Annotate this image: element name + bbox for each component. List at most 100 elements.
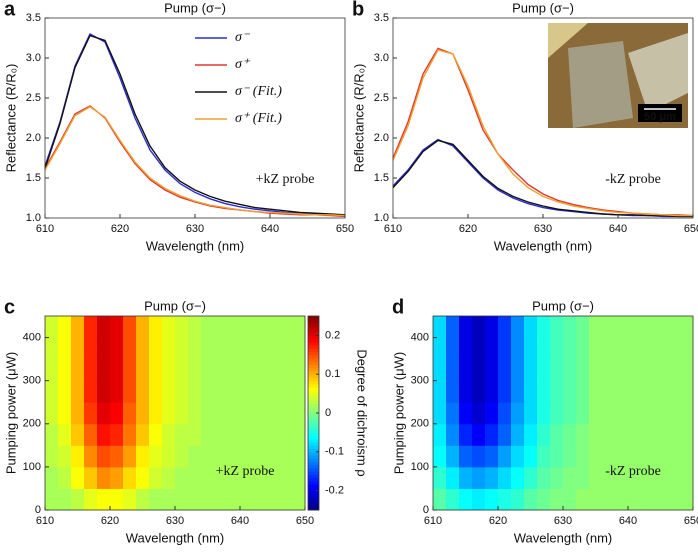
heatmap-cell	[641, 466, 655, 489]
heatmap-cell	[446, 445, 460, 468]
x-tick-label: 620	[101, 515, 119, 527]
heatmap-cell	[97, 466, 111, 489]
heatmap-cell	[279, 402, 293, 425]
heatmap-cell	[266, 445, 280, 468]
colorbar-segment	[308, 451, 319, 456]
heatmap-cell	[45, 402, 59, 425]
colorbar-segment	[308, 345, 319, 349]
heatmap-cell	[485, 488, 499, 511]
heatmap-cell	[446, 337, 460, 360]
heatmap-cell	[472, 423, 486, 446]
colorbar-label: Degree of dichroism ρ	[355, 349, 370, 476]
heatmap-cell	[266, 359, 280, 382]
heatmap-cell	[71, 316, 85, 339]
heatmap-cell	[201, 380, 215, 403]
heatmap-cell	[136, 380, 150, 403]
heatmap-cell	[576, 337, 590, 360]
heatmap-cell	[589, 445, 603, 468]
y-tick-label: 0	[35, 504, 41, 516]
heatmap-cell	[433, 466, 447, 489]
colorbar-segment	[308, 493, 319, 498]
heatmap-cell	[433, 488, 447, 511]
line-series	[44, 105, 346, 218]
heatmap-cell	[45, 488, 59, 511]
heatmap-cell	[227, 402, 241, 425]
colorbar-segment	[308, 380, 319, 385]
y-axis-label: Reflectance (R/R₀)	[3, 64, 18, 173]
heatmap-cell	[84, 359, 98, 382]
colorbar-segment	[308, 445, 319, 450]
heatmap-cell	[511, 380, 525, 403]
heatmap-cell	[615, 423, 629, 446]
colorbar-segment	[308, 396, 319, 401]
colorbar-segment	[308, 403, 319, 408]
heatmap-cell	[45, 445, 59, 468]
colorbar-segment	[308, 487, 319, 492]
colorbar-segment	[308, 393, 319, 398]
x-tick-label: 630	[166, 515, 184, 527]
heatmap-cell	[680, 337, 694, 360]
y-tick-label: 100	[411, 461, 429, 473]
heatmap-cell	[240, 402, 254, 425]
heatmap-cell	[576, 316, 590, 339]
heatmap-cell	[680, 359, 694, 382]
heatmap-cell	[667, 423, 681, 446]
heatmap-cell	[667, 380, 681, 403]
y-axis-label: Reflectance (R/R₀)	[351, 64, 366, 173]
heatmap-cell	[97, 380, 111, 403]
heatmap-cell	[550, 359, 564, 382]
heatmap-cell	[266, 423, 280, 446]
heatmap-cell	[680, 402, 694, 425]
y-tick-label: 1.0	[26, 212, 41, 224]
colorbar-segment	[308, 358, 319, 362]
heatmap-cell	[628, 423, 642, 446]
heatmap-cell	[459, 402, 473, 425]
heatmap-cell	[201, 423, 215, 446]
heatmap-cell	[459, 316, 473, 339]
heatmap-cell	[149, 337, 163, 360]
heatmap-cell	[240, 488, 254, 511]
heatmap-cell	[550, 402, 564, 425]
heatmap-cell	[84, 402, 98, 425]
heatmap-cell	[266, 380, 280, 403]
heatmap-cell	[576, 380, 590, 403]
heatmap-cell	[524, 423, 538, 446]
heatmap-cell	[641, 316, 655, 339]
heatmap-cell	[459, 380, 473, 403]
heatmap-cell	[279, 488, 293, 511]
heatmap-cell	[110, 488, 124, 511]
heatmap-cell	[162, 402, 176, 425]
y-tick-label: 1.5	[374, 172, 389, 184]
y-tick-label: 300	[411, 375, 429, 387]
y-tick-label: 3.0	[26, 52, 41, 64]
colorbar-segment	[308, 387, 319, 391]
colorbar-segment	[308, 325, 319, 330]
x-axis-label: Wavelength (nm)	[494, 238, 593, 253]
heatmap-cell	[433, 423, 447, 446]
heatmap-cell	[576, 359, 590, 382]
heatmap-cell	[589, 316, 603, 339]
heatmap-cell	[550, 380, 564, 403]
heatmap-cell	[149, 402, 163, 425]
heatmap-cell	[446, 466, 460, 489]
heatmap-cell	[524, 316, 538, 339]
y-tick-label: 3.5	[26, 12, 41, 24]
inset-photo: 50 μm	[548, 23, 688, 128]
heatmap-cell	[279, 445, 293, 468]
heatmap-cell	[654, 359, 668, 382]
y-tick-label: 400	[23, 331, 41, 343]
heatmap-cell	[524, 488, 538, 511]
heatmap-cell	[680, 445, 694, 468]
heatmap-cell	[576, 488, 590, 511]
colorbar-segment	[308, 390, 319, 395]
heatmap-cell	[123, 402, 137, 425]
heatmap-cell	[524, 359, 538, 382]
heatmap-cell	[485, 445, 499, 468]
heatmap-cell	[149, 359, 163, 382]
colorbar-segment	[308, 425, 319, 430]
heatmap-cell	[175, 337, 189, 360]
heatmap-cell	[602, 359, 616, 382]
heatmap-cell	[498, 423, 512, 446]
colorbar-segment	[308, 467, 319, 472]
heatmap-cell	[654, 402, 668, 425]
